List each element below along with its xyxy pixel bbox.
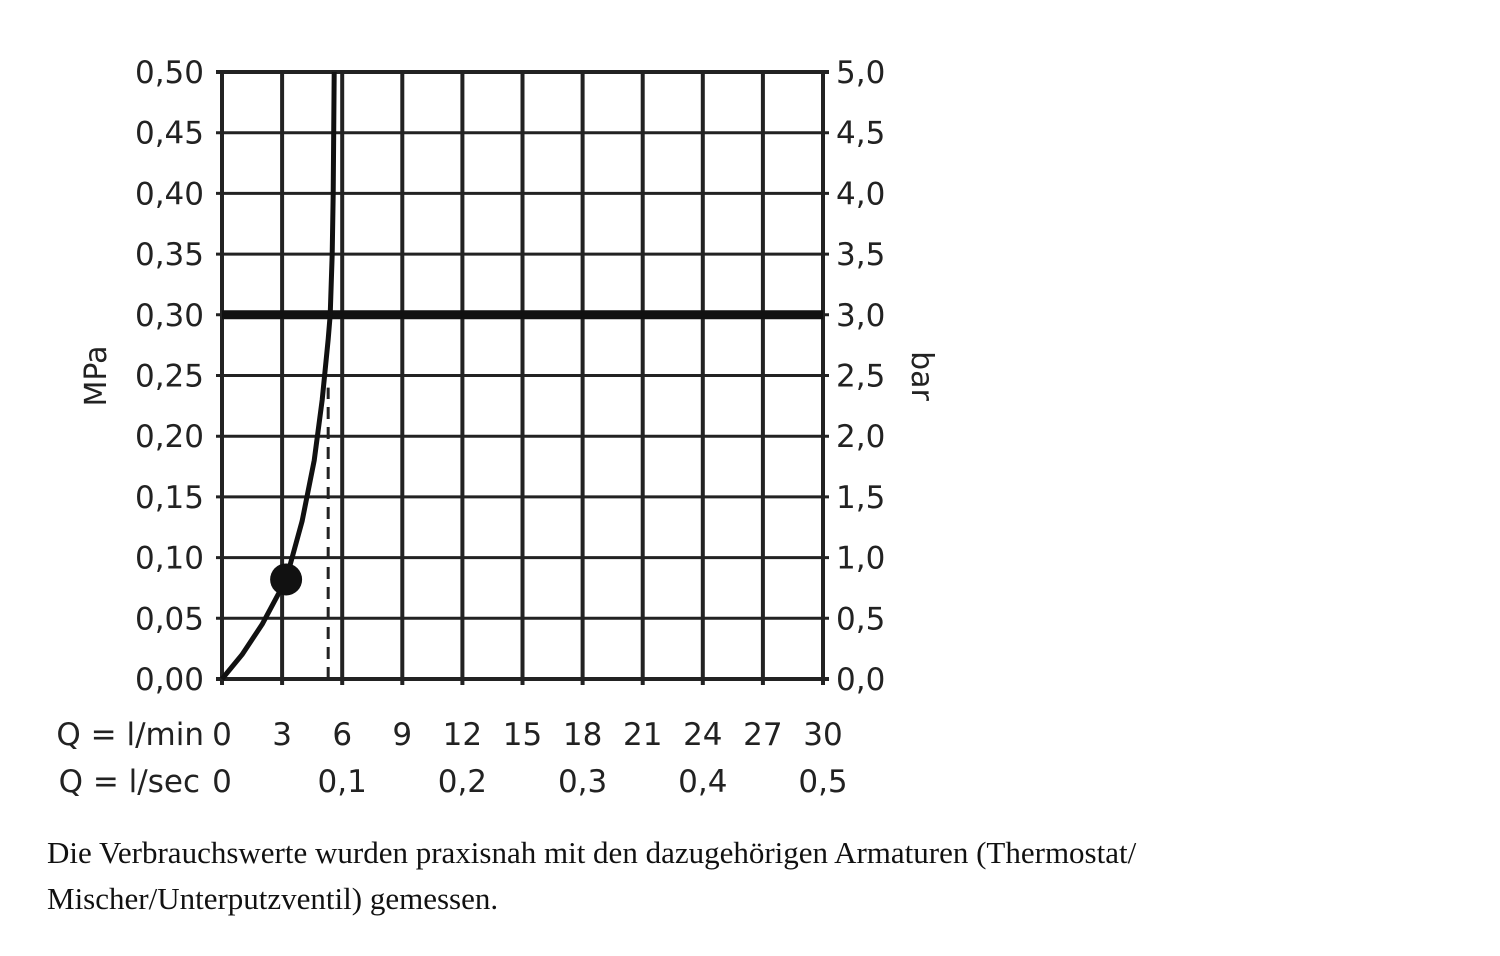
y-right-tick-label: 3,0 xyxy=(836,298,885,334)
x-tick-label: 18 xyxy=(563,717,602,753)
x-secondary-tick-label: 0,1 xyxy=(318,764,367,800)
y-right-tick-label: 3,5 xyxy=(836,237,885,273)
y-tick-label: 0,00 xyxy=(135,662,204,698)
y-tick-label: 0,15 xyxy=(135,480,204,516)
y-right-tick-label: 1,0 xyxy=(836,541,885,577)
marker-point xyxy=(270,563,303,596)
y-tick-label: 0,25 xyxy=(135,359,204,395)
y-tick-label: 0,05 xyxy=(135,601,204,637)
x-tick-label: 21 xyxy=(623,717,662,753)
x-axis-label: Q = l/min xyxy=(56,717,204,753)
x-tick-label: 30 xyxy=(803,717,842,753)
x-tick-label: 15 xyxy=(503,717,542,753)
x-axis-secondary-label: Q = l/sec xyxy=(59,764,200,800)
caption: Die Verbrauchswerte wurden praxisnah mit… xyxy=(47,835,1137,916)
y-right-tick-label: 0,0 xyxy=(836,662,885,698)
x-tick-label: 6 xyxy=(332,717,352,753)
x-tick-label: 24 xyxy=(683,717,722,753)
y-tick-label: 0,20 xyxy=(135,419,204,455)
flow-curve xyxy=(220,71,337,681)
y-right-tick-label: 5,0 xyxy=(836,55,885,91)
y-right-tick-label: 2,0 xyxy=(836,419,885,455)
x-secondary-tick-label: 0,4 xyxy=(678,764,727,800)
y-tick-label: 0,40 xyxy=(135,176,204,212)
y-tick-label: 0,35 xyxy=(135,237,204,273)
x-tick-label: 12 xyxy=(443,717,482,753)
x-secondary-tick-label: 0,5 xyxy=(798,764,847,800)
y-right-tick-label: 2,5 xyxy=(836,359,885,395)
y-tick-label: 0,45 xyxy=(135,116,204,152)
y-tick-label: 0,10 xyxy=(135,541,204,577)
y-right-tick-label: 4,0 xyxy=(836,176,885,212)
x-tick-label: 0 xyxy=(212,717,232,753)
y-right-tick-label: 1,5 xyxy=(836,480,885,516)
y-tick-label: 0,50 xyxy=(135,55,204,91)
x-tick-label: 3 xyxy=(272,717,292,753)
y-right-tick-label: 0,5 xyxy=(836,601,885,637)
x-tick-label: 27 xyxy=(743,717,782,753)
y-axis-label: MPa xyxy=(79,345,114,406)
flow-pressure-chart: 0,000,050,100,150,200,250,300,350,400,45… xyxy=(56,55,939,800)
y-right-tick-label: 4,5 xyxy=(836,116,885,152)
x-secondary-tick-label: 0,2 xyxy=(438,764,487,800)
x-secondary-tick-label: 0 xyxy=(212,764,232,800)
x-secondary-tick-label: 0,3 xyxy=(558,764,607,800)
y-axis-right-label: bar xyxy=(904,351,939,401)
x-tick-label: 9 xyxy=(392,717,412,753)
y-tick-label: 0,30 xyxy=(135,298,204,334)
